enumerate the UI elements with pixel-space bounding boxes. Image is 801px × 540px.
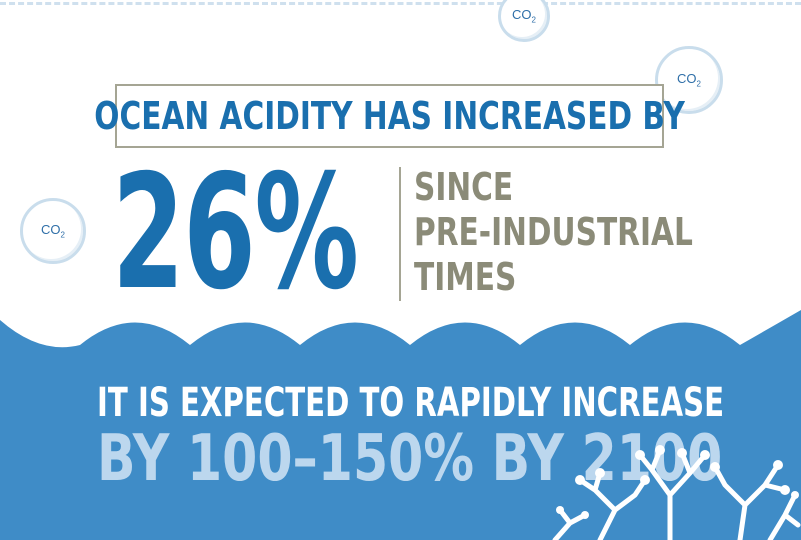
vertical-divider [399, 167, 401, 301]
since-line-2: PRE-INDUSTRIAL [414, 210, 693, 254]
forecast-line-1: IT IS EXPECTED TO RAPIDLY INCREASE [97, 380, 725, 426]
headline-box: OCEAN ACIDITY HAS INCREASED BY [94, 84, 685, 148]
since-line-3: TIMES [414, 255, 517, 299]
co2-bubble-right: CO2 [655, 46, 723, 114]
forecast-line-2: BY 100–150% BY 2100 [97, 422, 723, 496]
co2-bubble-top: CO2 [498, 0, 550, 42]
since-text: SINCE PRE-INDUSTRIAL TIMES [414, 165, 693, 300]
big-percentage: 26% [112, 141, 359, 325]
dashed-top-border [0, 2, 801, 5]
co2-bubble-left: CO2 [20, 198, 86, 264]
headline: OCEAN ACIDITY HAS INCREASED BY [94, 94, 685, 138]
since-line-1: SINCE [414, 165, 514, 209]
ocean-wave [0, 310, 801, 540]
coral-icon [552, 445, 801, 540]
